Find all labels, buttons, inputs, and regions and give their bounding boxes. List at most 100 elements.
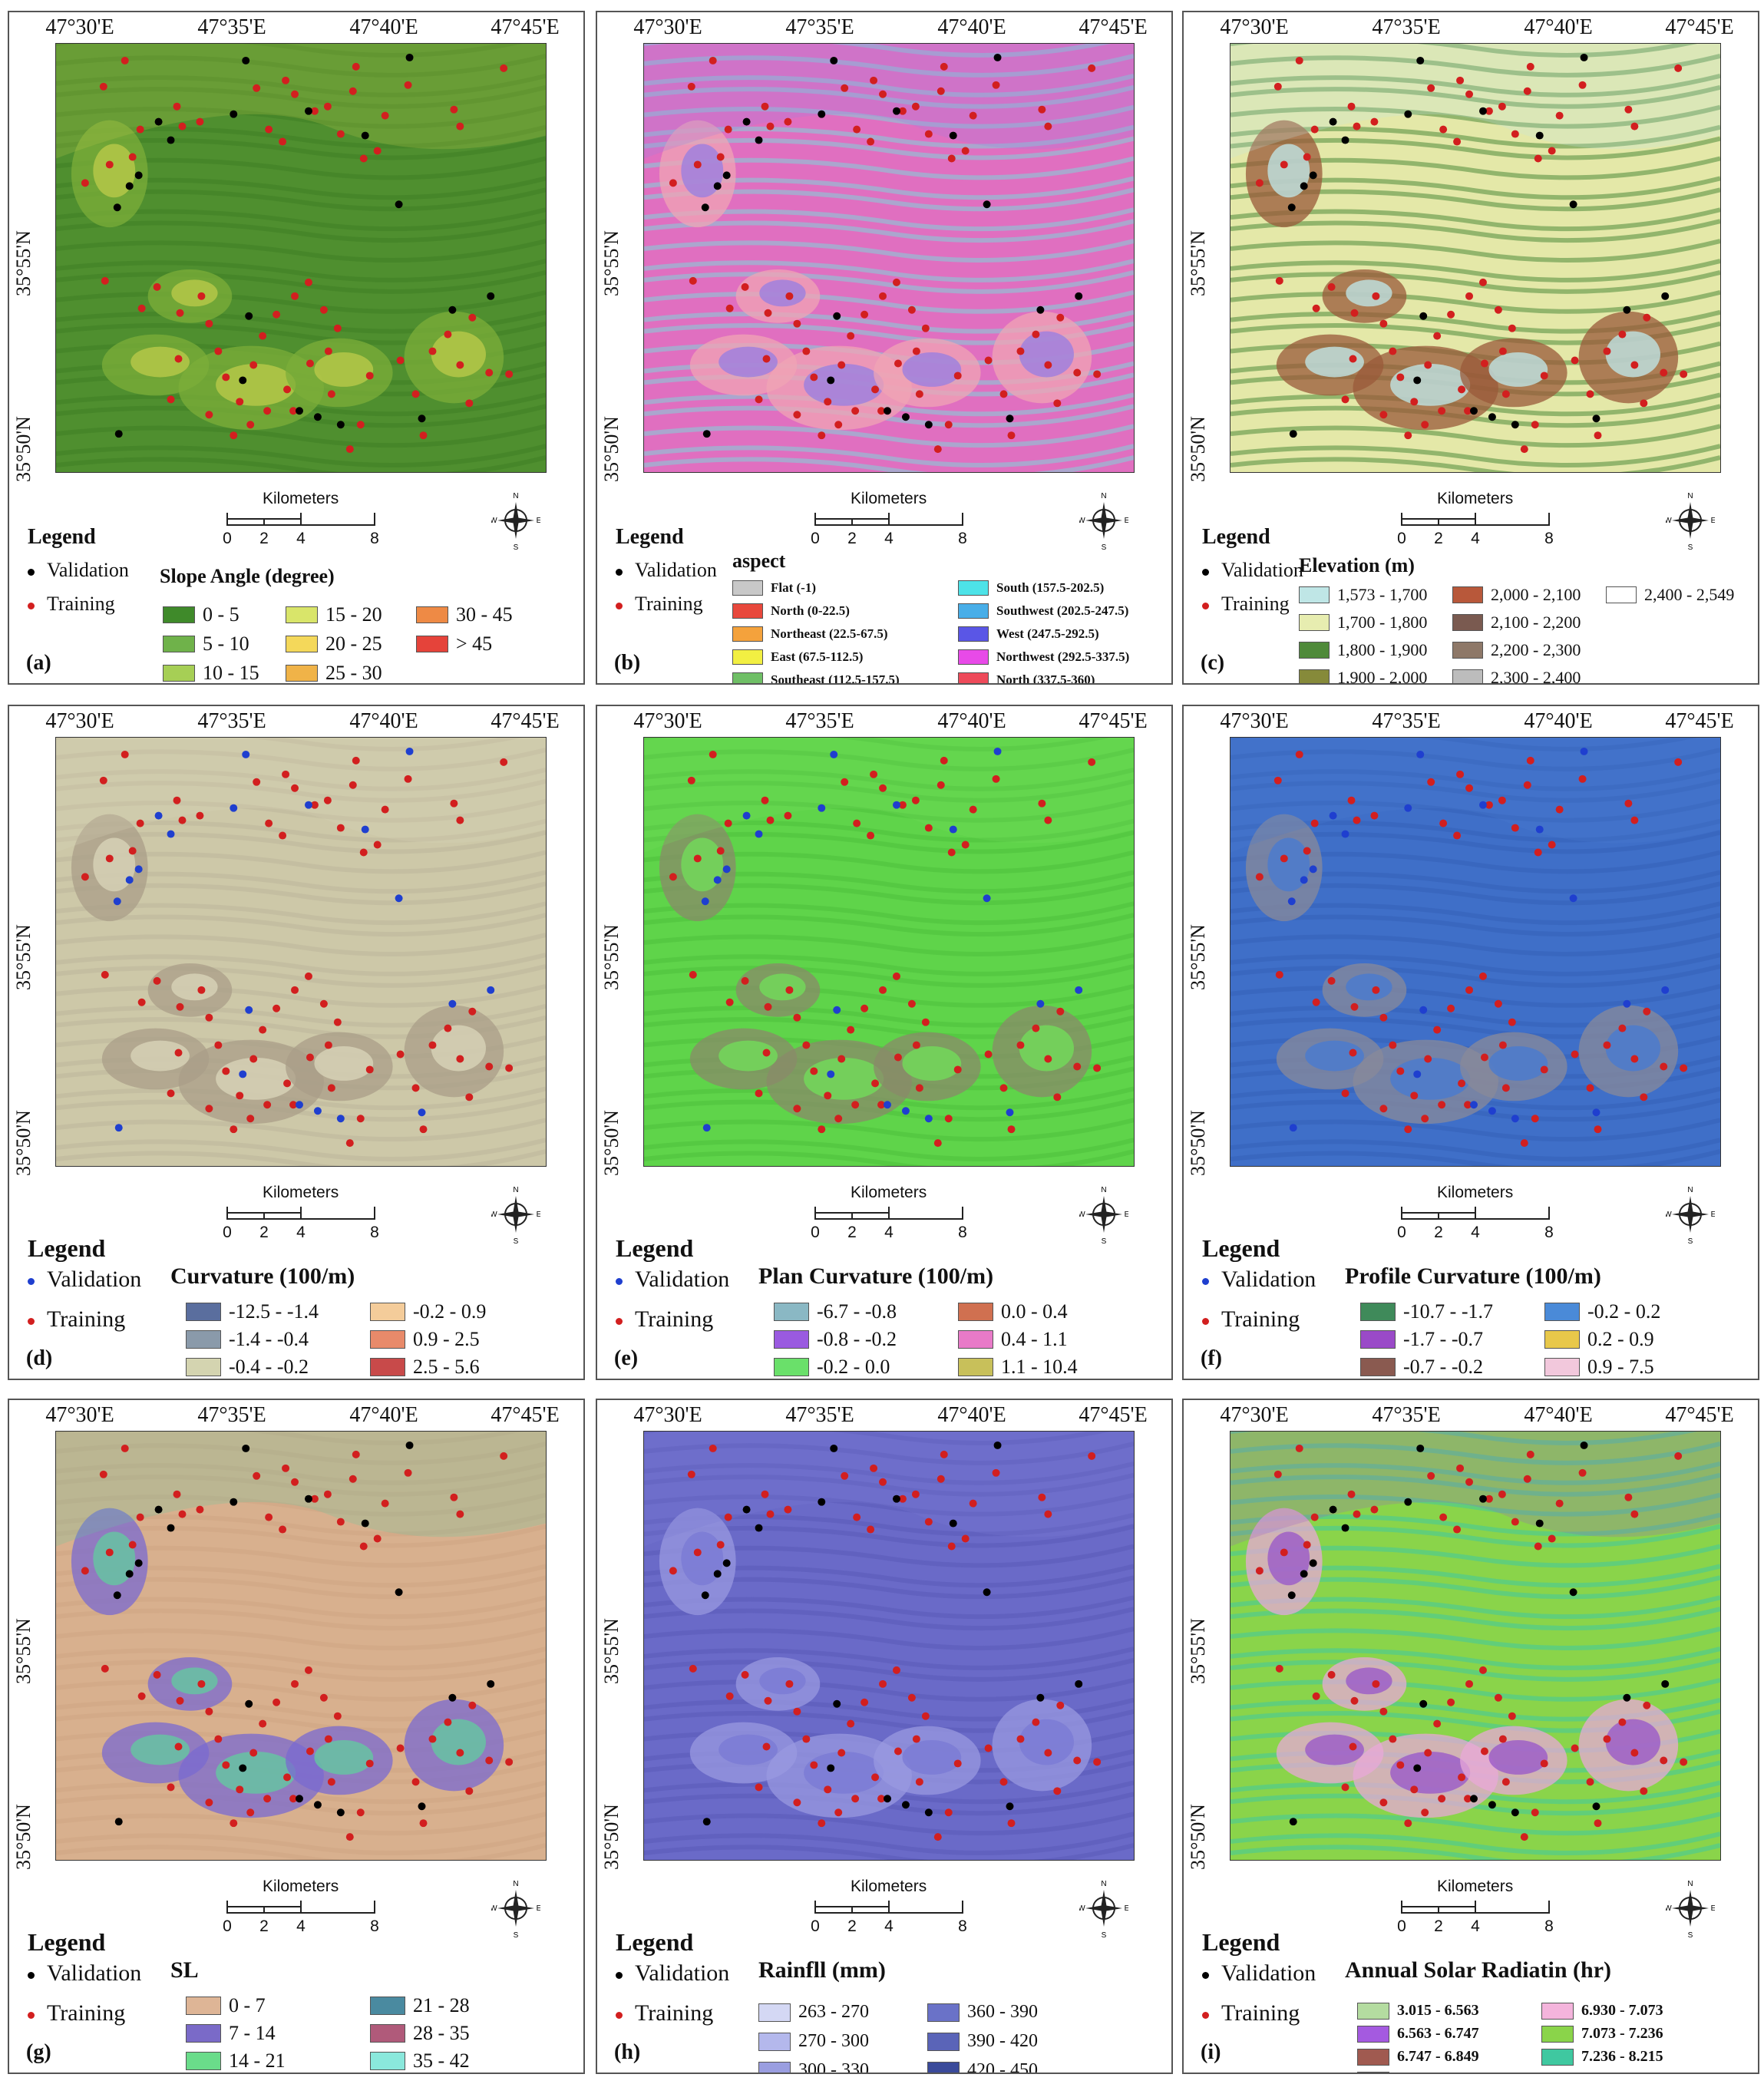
validation-point bbox=[830, 750, 838, 758]
scale-tick-label: 8 bbox=[958, 1224, 967, 1241]
training-point bbox=[944, 1808, 953, 1817]
training-point bbox=[444, 1024, 452, 1032]
training-point bbox=[853, 819, 861, 827]
class-swatch bbox=[186, 1330, 221, 1349]
training-label: Training bbox=[1221, 1306, 1300, 1332]
latitude-label: 35°50'N bbox=[1187, 416, 1209, 482]
scale-tick-label: 8 bbox=[370, 1917, 379, 1935]
scale-title: Kilometers bbox=[263, 1184, 339, 1201]
training-point bbox=[197, 292, 206, 300]
training-point bbox=[1674, 758, 1683, 766]
class-swatch bbox=[286, 606, 318, 623]
legend-class: Southeast (112.5-157.5) bbox=[732, 672, 900, 683]
validation-point bbox=[114, 430, 123, 438]
training-point bbox=[174, 1742, 183, 1751]
validation-point bbox=[1580, 747, 1588, 755]
svg-text:S: S bbox=[1102, 543, 1107, 551]
training-point bbox=[1410, 1785, 1419, 1794]
scale-title: Kilometers bbox=[263, 490, 339, 507]
training-point bbox=[319, 1693, 328, 1702]
legend-class: -6.7 - -0.8 bbox=[774, 1300, 897, 1323]
training-point bbox=[1427, 84, 1435, 92]
validation-point bbox=[487, 1679, 495, 1688]
scale-tick-label: 4 bbox=[884, 530, 894, 547]
validation-point bbox=[1404, 1498, 1412, 1506]
validation-point bbox=[1661, 292, 1670, 300]
validation-point bbox=[1329, 1505, 1337, 1514]
training-point bbox=[1379, 1707, 1388, 1716]
training-point bbox=[709, 56, 717, 64]
scale-bar: Kilometers 0 2 4 8 bbox=[1397, 490, 1567, 556]
legend-validation: Validation bbox=[28, 1267, 141, 1293]
scale-tick-label: 0 bbox=[223, 530, 232, 547]
training-point bbox=[961, 841, 970, 849]
training-point bbox=[1453, 831, 1462, 840]
legend-class: 6.849 - 6.930 bbox=[1357, 2071, 1479, 2073]
validation-point bbox=[113, 203, 121, 212]
training-point bbox=[136, 1513, 144, 1521]
training-point bbox=[1531, 421, 1539, 429]
legend-class: 1.1 - 10.4 bbox=[958, 1356, 1078, 1379]
training-point bbox=[1275, 970, 1283, 979]
validation-point bbox=[1289, 1818, 1297, 1826]
training-point bbox=[137, 1692, 146, 1700]
class-label: 2,000 - 2,100 bbox=[1491, 585, 1581, 604]
training-point bbox=[1073, 368, 1082, 377]
training-point bbox=[1480, 1053, 1488, 1062]
legend-class: 300 - 330 bbox=[758, 2060, 869, 2073]
training-point bbox=[273, 310, 281, 319]
training-point bbox=[871, 385, 880, 394]
training-point bbox=[969, 805, 977, 814]
training-point bbox=[428, 1041, 437, 1049]
scale-bar: Kilometers 0 2 4 8 bbox=[811, 490, 981, 556]
legend-class: 21 - 28 bbox=[370, 1994, 470, 2017]
latitude-label: 35°55'N bbox=[1187, 924, 1209, 990]
training-point bbox=[1439, 1513, 1448, 1521]
class-swatch bbox=[927, 2032, 960, 2051]
legend-title: Legend bbox=[616, 1928, 694, 1956]
training-point bbox=[1438, 1101, 1446, 1109]
training-point bbox=[933, 1833, 942, 1841]
validation-point bbox=[242, 1444, 250, 1452]
validation-point bbox=[722, 865, 731, 874]
validation-point bbox=[818, 804, 826, 812]
training-point bbox=[871, 1773, 880, 1782]
training-point bbox=[1312, 304, 1320, 312]
training-point bbox=[1093, 1758, 1102, 1766]
training-point bbox=[1310, 819, 1319, 827]
class-swatch bbox=[163, 636, 195, 652]
class-swatch bbox=[1452, 586, 1483, 603]
training-point bbox=[766, 816, 775, 824]
class-label: Southwest (202.5-247.5) bbox=[996, 603, 1129, 618]
validation-point bbox=[1623, 1693, 1631, 1702]
training-point bbox=[1498, 1735, 1507, 1743]
panel-letter: (a) bbox=[26, 651, 51, 675]
training-point bbox=[861, 1004, 869, 1012]
training-point bbox=[984, 356, 993, 365]
validation-point bbox=[296, 407, 303, 415]
validation-point bbox=[1478, 107, 1487, 115]
validation-point bbox=[993, 747, 1002, 755]
legend-training: Training bbox=[616, 2000, 713, 2026]
training-point bbox=[214, 1735, 223, 1743]
training-point bbox=[1310, 125, 1319, 134]
legend-class: 2,200 - 2,300 bbox=[1452, 640, 1581, 660]
training-point bbox=[178, 1510, 187, 1518]
training-point bbox=[921, 1712, 930, 1720]
training-point bbox=[176, 1002, 184, 1011]
scale-tick-label: 8 bbox=[1544, 530, 1554, 547]
legend-training: Training bbox=[616, 593, 703, 616]
validation-point bbox=[154, 811, 163, 820]
training-point bbox=[1520, 1139, 1528, 1148]
training-point bbox=[841, 84, 849, 92]
validation-point bbox=[313, 1801, 322, 1809]
training-point bbox=[1032, 330, 1040, 339]
validation-point bbox=[230, 110, 238, 118]
legend-validation: Validation bbox=[616, 1267, 729, 1293]
legend-class: 30 - 45 bbox=[416, 603, 513, 626]
training-point bbox=[282, 76, 290, 84]
scale-tick-label: 2 bbox=[1434, 1917, 1443, 1935]
training-point bbox=[1295, 56, 1303, 64]
validation-point bbox=[1419, 312, 1428, 320]
training-point bbox=[323, 1490, 332, 1498]
